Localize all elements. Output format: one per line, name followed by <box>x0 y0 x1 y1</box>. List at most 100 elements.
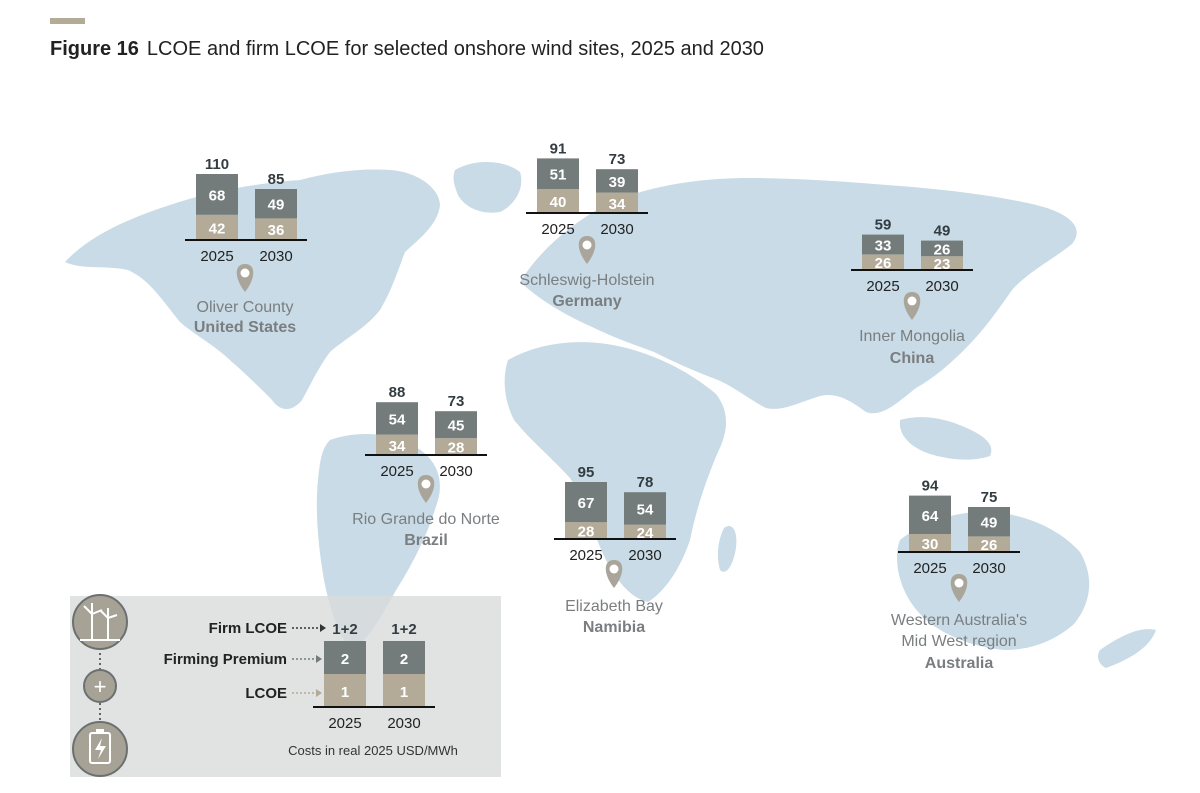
site-country: Namibia <box>583 619 645 636</box>
bar-lcoe <box>255 218 297 240</box>
label-firming-premium: 33 <box>875 238 892 255</box>
label-lcoe: 23 <box>934 256 951 273</box>
label-firming-premium: 49 <box>981 515 998 532</box>
bar-firming-premium <box>909 495 951 534</box>
label-firm-lcoe-total: 95 <box>578 464 595 481</box>
label-firm-lcoe-total: 94 <box>922 478 939 495</box>
figure-title-text: LCOE and firm LCOE for selected onshore … <box>146 38 764 60</box>
bar-lcoe <box>435 438 477 455</box>
map-madagascar <box>717 526 737 572</box>
legend-bar-lcoe <box>324 674 366 707</box>
plus-icon: + <box>83 669 117 703</box>
label-firm-lcoe-total: 73 <box>609 151 626 168</box>
label-firming-premium: 51 <box>550 167 567 184</box>
site-location: Schleswig-Holstein <box>519 272 654 289</box>
site-location: Elizabeth Bay <box>565 598 663 615</box>
label-firm-lcoe-total: 110 <box>205 156 229 173</box>
location-pin-icon <box>605 560 623 588</box>
bar-lcoe <box>565 522 607 539</box>
bar-lcoe <box>537 189 579 213</box>
map-greenland <box>453 161 522 213</box>
site-location: Inner Mongolia <box>859 328 965 345</box>
battery-icon <box>72 721 128 777</box>
bar-firming-premium <box>921 240 963 257</box>
bar-firming-premium <box>565 482 607 523</box>
bar-lcoe <box>596 192 638 213</box>
legend-firming-premium-label: Firming Premium <box>164 651 287 668</box>
site-country: Australia <box>925 655 994 672</box>
legend-box <box>70 596 501 777</box>
bar-lcoe <box>862 254 904 270</box>
label-firm-lcoe-total: 88 <box>389 384 406 401</box>
bar-firming-premium <box>862 234 904 255</box>
bar-lcoe <box>921 256 963 270</box>
bar-lcoe <box>968 536 1010 552</box>
legend-bars: 1 2 1+2 2025 1 2 1+2 2030 <box>313 621 435 732</box>
map-eurasia <box>520 178 1077 414</box>
location-pin-icon <box>903 292 921 320</box>
bar-firming-premium <box>596 169 638 193</box>
site-location: Oliver County <box>197 299 294 316</box>
legend-bar-firming <box>324 641 366 674</box>
site-location: Western Australia's <box>891 612 1027 629</box>
year-label: 2025 <box>541 221 574 238</box>
legend-firming-value: 2 <box>341 651 349 668</box>
label-firming-premium: 45 <box>448 418 465 435</box>
site-chart: 42 68 110 2025 36 49 85 2030 Oliver County United… <box>185 156 307 336</box>
legend-total-label: 1+2 <box>391 621 416 638</box>
bar-firming-premium <box>196 174 238 215</box>
map-southeast-asia <box>899 417 992 460</box>
label-lcoe: 28 <box>448 440 465 457</box>
label-firm-lcoe-total: 75 <box>981 489 998 506</box>
bar-lcoe <box>624 524 666 539</box>
location-pin-icon <box>417 475 435 503</box>
label-lcoe: 26 <box>875 255 892 272</box>
bar-firming-premium <box>624 492 666 525</box>
year-label: 2025 <box>200 248 233 265</box>
lcoe-arrowhead <box>316 689 322 697</box>
bar-firming-premium <box>255 189 297 219</box>
bar-lcoe <box>376 434 418 455</box>
label-firm-lcoe-total: 78 <box>637 474 654 491</box>
legend-bar-lcoe <box>383 674 425 707</box>
year-label: 2030 <box>259 248 292 265</box>
legend-year-label: 2030 <box>387 715 420 732</box>
bar-lcoe <box>196 214 238 240</box>
label-firming-premium: 26 <box>934 241 951 258</box>
year-label: 2030 <box>439 463 472 480</box>
label-firm-lcoe-total: 73 <box>448 393 465 410</box>
label-lcoe: 24 <box>637 525 654 542</box>
site-country: United States <box>194 319 296 336</box>
map-africa <box>504 342 726 602</box>
label-firm-lcoe-total: 91 <box>550 140 567 157</box>
label-firm-lcoe-total: 59 <box>875 217 892 234</box>
wind-turbine-icon <box>72 594 128 650</box>
site-chart: 34 54 88 2025 28 45 73 2030 Rio Grande do Norte B… <box>352 384 500 549</box>
map-north-america <box>65 169 440 410</box>
location-pin-icon <box>578 236 596 264</box>
site-country: Brazil <box>404 532 448 549</box>
label-firming-premium: 54 <box>389 411 406 428</box>
location-pin-icon <box>236 264 254 292</box>
site-pins <box>236 236 968 602</box>
legend-firm-lcoe-label: Firm LCOE <box>209 620 287 637</box>
bar-firming-premium <box>435 411 477 439</box>
location-pin-icon <box>950 574 968 602</box>
label-lcoe: 42 <box>209 220 226 237</box>
site-chart: 28 67 95 2025 24 54 78 2030 Elizabeth Bay Namibia <box>554 464 676 636</box>
label-firming-premium: 39 <box>609 174 626 191</box>
legend: + Firm LCOE Firming Premium LCOE 1 2 1+2 20… <box>70 594 501 777</box>
site-chart: 30 64 94 2025 26 49 75 2030 Western Australia's M… <box>891 478 1027 672</box>
site-charts: 42 68 110 2025 36 49 85 2030 Oliver County United… <box>185 140 1027 672</box>
year-label: 2025 <box>569 547 602 564</box>
legend-lcoe-label: LCOE <box>245 685 287 702</box>
firming-premium-arrowhead <box>316 655 322 663</box>
bar-firming-premium <box>968 507 1010 537</box>
label-lcoe: 28 <box>578 524 595 541</box>
bar-firming-premium <box>376 402 418 435</box>
site-location-line2: Mid West region <box>901 633 1016 650</box>
legend-year-label: 2025 <box>328 715 361 732</box>
site-country: Germany <box>552 293 621 310</box>
